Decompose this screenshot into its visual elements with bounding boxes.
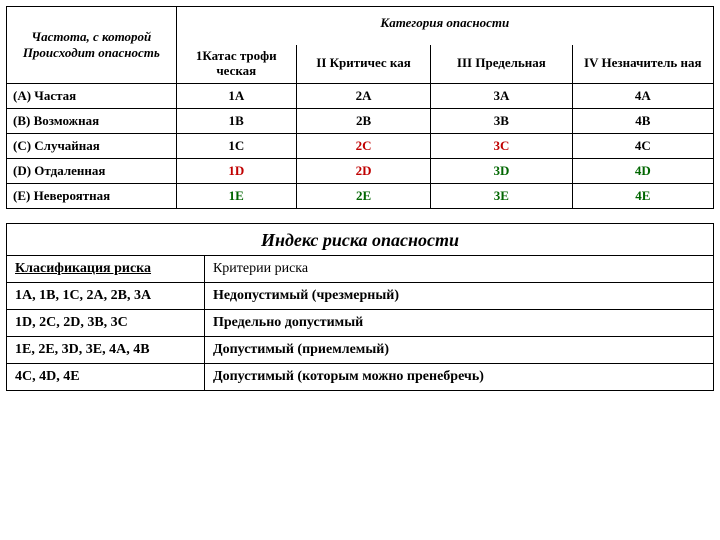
row-label: (B) Возможная: [7, 108, 177, 133]
risk-index-table: Класификация риска Критерии риска 1A, 1B…: [6, 255, 714, 391]
matrix-cell: 1A: [176, 83, 296, 108]
table-row: (D) Отдаленная1D2D3D4D: [7, 158, 714, 183]
matrix-cell: 4C: [572, 133, 713, 158]
col-header-1: 1Катас трофи ческая: [176, 45, 296, 83]
index-row: 4C, 4D, 4EДопустимый (которым можно прен…: [7, 363, 714, 390]
matrix-cell: 1D: [176, 158, 296, 183]
matrix-cell: 3E: [431, 183, 572, 208]
row-label: (A) Частая: [7, 83, 177, 108]
matrix-cell: 2B: [296, 108, 430, 133]
matrix-cell: 3C: [431, 133, 572, 158]
index-classification: 1D, 2C, 2D, 3B, 3C: [7, 309, 205, 336]
col-header-2: II Критичес кая: [296, 45, 430, 83]
category-header: Категория опасности: [176, 7, 713, 46]
col-header-3: III Предельная: [431, 45, 572, 83]
index-classification: 4C, 4D, 4E: [7, 363, 205, 390]
matrix-cell: 4D: [572, 158, 713, 183]
index-row: 1A, 1B, 1C, 2A, 2B, 3AНедопустимый (чрез…: [7, 282, 714, 309]
table-row: (A) Частая1A2A3A4A: [7, 83, 714, 108]
index-criteria: Предельно допустимый: [204, 309, 713, 336]
index-classification: 1E, 2E, 3D, 3E, 4A, 4B: [7, 336, 205, 363]
matrix-cell: 2A: [296, 83, 430, 108]
matrix-cell: 4A: [572, 83, 713, 108]
matrix-cell: 3A: [431, 83, 572, 108]
index-classification: 1A, 1B, 1C, 2A, 2B, 3A: [7, 282, 205, 309]
row-label: (E) Невероятная: [7, 183, 177, 208]
frequency-header: Частота, с которой Происходит опасность: [7, 7, 177, 84]
matrix-cell: 1B: [176, 108, 296, 133]
index-row: 1E, 2E, 3D, 3E, 4A, 4BДопустимый (приемл…: [7, 336, 714, 363]
matrix-cell: 4E: [572, 183, 713, 208]
index-criteria: Допустимый (приемлемый): [204, 336, 713, 363]
table-row: (E) Невероятная1E2E3E4E: [7, 183, 714, 208]
matrix-cell: 2C: [296, 133, 430, 158]
col-header-4: IV Незначитель ная: [572, 45, 713, 83]
row-label: (C) Случайная: [7, 133, 177, 158]
matrix-cell: 3B: [431, 108, 572, 133]
matrix-cell: 2D: [296, 158, 430, 183]
matrix-cell: 1C: [176, 133, 296, 158]
table-row: (C) Случайная1C2C3C4C: [7, 133, 714, 158]
matrix-cell: 2E: [296, 183, 430, 208]
index-header-left: Класификация риска: [7, 255, 205, 282]
matrix-cell: 4B: [572, 108, 713, 133]
hazard-matrix-table: Частота, с которой Происходит опасность …: [6, 6, 714, 209]
row-label: (D) Отдаленная: [7, 158, 177, 183]
index-header-right: Критерии риска: [204, 255, 713, 282]
index-criteria: Недопустимый (чрезмерный): [204, 282, 713, 309]
matrix-cell: 1E: [176, 183, 296, 208]
table-row: (B) Возможная1B2B3B4B: [7, 108, 714, 133]
index-row: 1D, 2C, 2D, 3B, 3CПредельно допустимый: [7, 309, 714, 336]
matrix-cell: 3D: [431, 158, 572, 183]
index-title: Индекс риска опасности: [6, 223, 714, 255]
index-criteria: Допустимый (которым можно пренебречь): [204, 363, 713, 390]
